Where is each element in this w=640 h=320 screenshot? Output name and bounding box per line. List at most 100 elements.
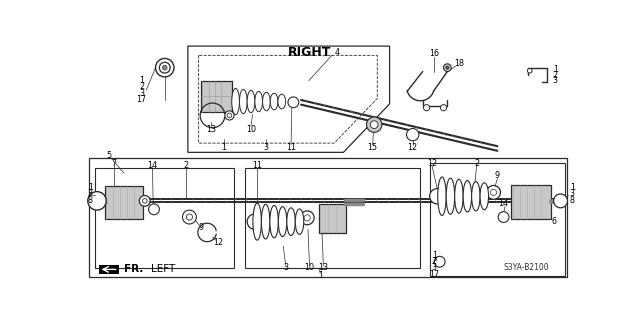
Circle shape (163, 65, 167, 70)
Circle shape (367, 117, 382, 132)
Text: 1: 1 (553, 66, 558, 75)
Bar (105, 186, 143, 219)
Text: 1: 1 (221, 143, 227, 152)
Circle shape (227, 113, 232, 118)
Circle shape (143, 198, 147, 203)
Circle shape (424, 105, 429, 111)
Text: 1: 1 (432, 251, 436, 260)
Ellipse shape (278, 94, 285, 109)
Circle shape (300, 211, 314, 225)
Text: 11: 11 (286, 143, 296, 152)
Ellipse shape (472, 182, 480, 211)
Circle shape (554, 194, 568, 208)
Ellipse shape (278, 207, 287, 237)
Text: RIGHT: RIGHT (288, 46, 332, 59)
Bar (99, 265, 118, 274)
Text: 1: 1 (88, 183, 93, 192)
Circle shape (288, 97, 299, 108)
Circle shape (186, 214, 193, 220)
Ellipse shape (247, 90, 255, 113)
Ellipse shape (262, 92, 270, 111)
Text: 14: 14 (498, 199, 508, 208)
Ellipse shape (480, 183, 488, 210)
Circle shape (247, 214, 262, 229)
Circle shape (406, 129, 419, 141)
Text: 14: 14 (147, 161, 157, 170)
Text: 3: 3 (264, 143, 269, 152)
Circle shape (527, 68, 532, 73)
Text: 11: 11 (252, 161, 262, 170)
Text: LEFT: LEFT (151, 264, 175, 275)
Ellipse shape (261, 204, 270, 239)
Text: 1: 1 (139, 76, 144, 85)
Circle shape (440, 105, 447, 111)
Ellipse shape (270, 93, 278, 110)
Ellipse shape (255, 91, 262, 112)
Bar (511, 185, 551, 219)
Circle shape (88, 192, 106, 210)
Circle shape (225, 111, 234, 120)
Text: 3: 3 (553, 76, 558, 85)
Text: 4: 4 (334, 48, 339, 57)
Circle shape (429, 188, 445, 204)
Text: 12: 12 (408, 143, 418, 152)
Text: 3: 3 (283, 263, 288, 272)
Circle shape (371, 121, 378, 129)
Text: 3: 3 (432, 263, 436, 272)
Text: 17: 17 (429, 269, 439, 278)
Text: S3YA-B2100: S3YA-B2100 (504, 263, 549, 272)
Polygon shape (90, 158, 566, 277)
Polygon shape (198, 55, 378, 143)
Text: 8: 8 (88, 196, 93, 204)
Circle shape (498, 212, 509, 222)
Ellipse shape (232, 88, 239, 115)
Text: 2: 2 (139, 83, 144, 92)
Ellipse shape (463, 180, 472, 212)
Ellipse shape (270, 205, 278, 238)
Text: 3: 3 (139, 89, 144, 98)
Text: 9: 9 (495, 171, 500, 180)
Polygon shape (188, 46, 390, 152)
Ellipse shape (438, 177, 446, 215)
Bar (201, 81, 232, 112)
Circle shape (435, 256, 445, 267)
Circle shape (304, 215, 310, 221)
Circle shape (159, 62, 170, 73)
Polygon shape (95, 168, 234, 268)
Text: 3: 3 (570, 189, 575, 198)
Circle shape (182, 210, 196, 224)
Bar (319, 204, 346, 233)
Circle shape (140, 196, 150, 206)
Circle shape (156, 59, 174, 77)
Circle shape (148, 204, 159, 215)
Polygon shape (429, 163, 565, 276)
Text: 5: 5 (106, 151, 111, 160)
Text: 1: 1 (570, 183, 575, 192)
Text: 10: 10 (246, 125, 256, 134)
Text: 12: 12 (213, 238, 223, 247)
Text: 9: 9 (198, 222, 204, 232)
Circle shape (486, 186, 500, 199)
Text: 2: 2 (553, 71, 558, 80)
Text: 15: 15 (367, 143, 378, 152)
Text: 3: 3 (88, 189, 93, 198)
Text: 10: 10 (305, 263, 314, 272)
Ellipse shape (295, 209, 304, 234)
Circle shape (444, 64, 451, 71)
Ellipse shape (454, 179, 463, 213)
Text: 2: 2 (474, 159, 479, 168)
Text: 2: 2 (432, 257, 437, 266)
Text: 17: 17 (136, 95, 147, 104)
Text: 2: 2 (183, 161, 188, 170)
Text: FR.: FR. (124, 264, 143, 275)
Ellipse shape (239, 89, 247, 114)
Text: 7: 7 (111, 159, 116, 168)
Circle shape (446, 66, 449, 69)
Text: 12: 12 (427, 159, 437, 168)
Ellipse shape (287, 208, 295, 236)
Text: 8: 8 (570, 196, 575, 204)
Text: 16: 16 (429, 49, 439, 58)
Text: 6: 6 (552, 217, 557, 226)
Text: 1: 1 (318, 271, 323, 280)
Polygon shape (245, 168, 420, 268)
